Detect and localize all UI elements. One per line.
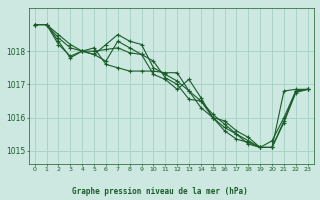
Text: Graphe pression niveau de la mer (hPa): Graphe pression niveau de la mer (hPa) (72, 187, 248, 196)
